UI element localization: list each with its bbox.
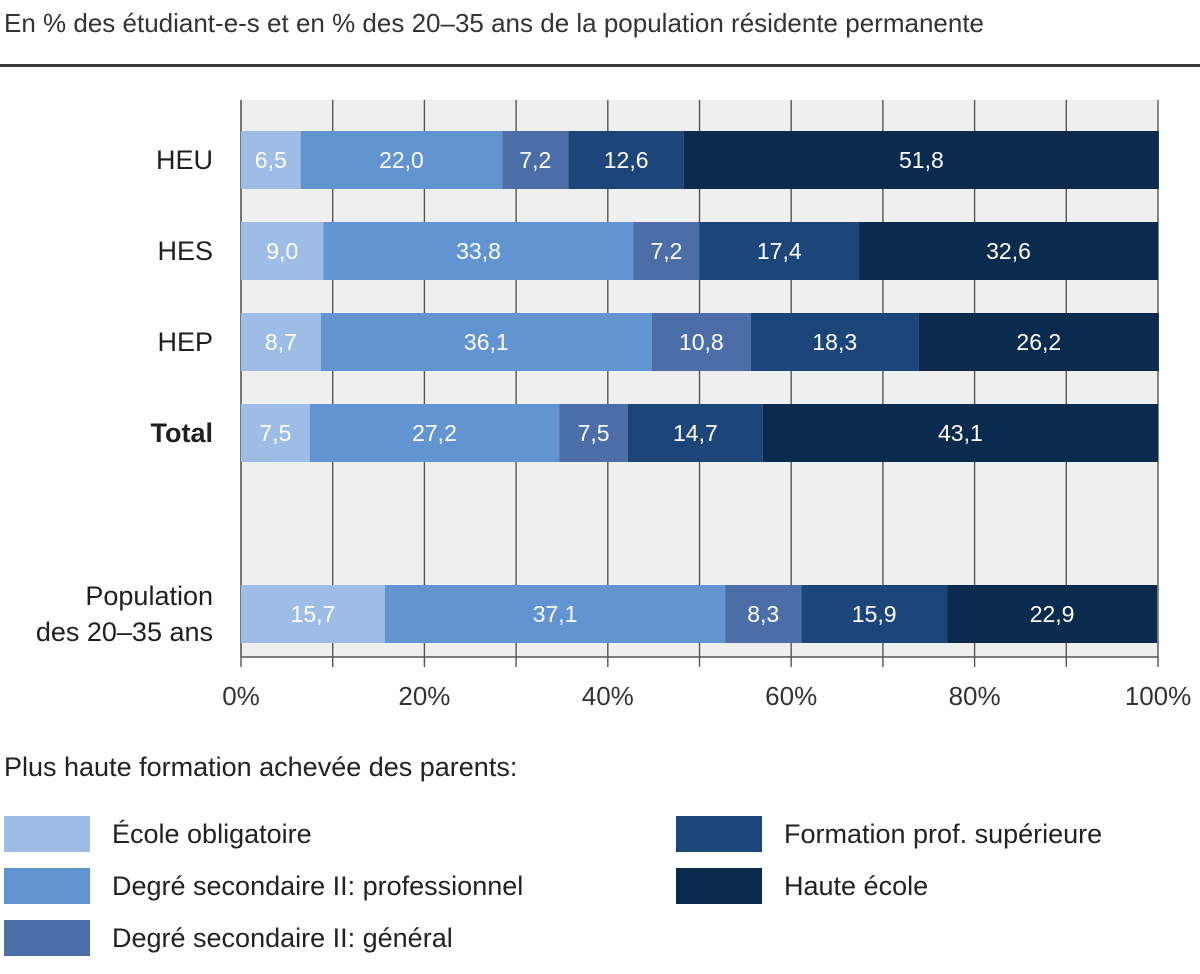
data-label: 8,3 bbox=[747, 601, 779, 627]
bar-segment bbox=[627, 404, 763, 462]
bar-segment bbox=[801, 585, 948, 643]
legend-item-secondaire-general: Degré secondaire II: général bbox=[4, 918, 453, 958]
data-label: 9,0 bbox=[266, 238, 298, 264]
data-label: 10,8 bbox=[679, 329, 724, 355]
data-label: 6,5 bbox=[255, 147, 287, 173]
data-label: 43,1 bbox=[938, 420, 983, 446]
data-label: 7,2 bbox=[519, 147, 551, 173]
data-label: 33,8 bbox=[456, 238, 501, 264]
category-label: HEP bbox=[157, 327, 213, 357]
data-label: 27,2 bbox=[412, 420, 457, 446]
data-label: 7,2 bbox=[650, 238, 682, 264]
bar-segment bbox=[918, 313, 1159, 371]
bar-segment bbox=[725, 585, 802, 643]
bar-segment bbox=[241, 585, 385, 643]
bar-segment bbox=[309, 404, 560, 462]
legend-swatch bbox=[4, 816, 90, 852]
legend-label: Haute école bbox=[784, 870, 929, 901]
bar-segment bbox=[947, 585, 1158, 643]
bar-segment bbox=[241, 404, 310, 462]
legend-label: Degré secondaire II: professionnel bbox=[112, 870, 524, 901]
category-label: des 20–35 ans bbox=[36, 617, 213, 647]
category-label: Population bbox=[85, 581, 213, 611]
legend-title: Plus haute formation achevée des parents… bbox=[4, 752, 518, 782]
x-tick-label: 100% bbox=[1125, 681, 1192, 711]
data-label: 36,1 bbox=[464, 329, 509, 355]
legend-swatch bbox=[4, 868, 90, 904]
data-label: 15,7 bbox=[291, 601, 336, 627]
data-label: 14,7 bbox=[673, 420, 718, 446]
bar-segment bbox=[683, 131, 1159, 189]
x-tick-label: 20% bbox=[398, 681, 450, 711]
x-tick-label: 80% bbox=[949, 681, 1001, 711]
bar-segment bbox=[502, 131, 569, 189]
data-label: 18,3 bbox=[812, 329, 857, 355]
x-tick-label: 40% bbox=[582, 681, 634, 711]
bar-segment bbox=[241, 313, 321, 371]
legend-label: École obligatoire bbox=[112, 818, 312, 849]
legend-item-secondaire-professionnel: Degré secondaire II: professionnel bbox=[4, 866, 523, 906]
legend-swatch bbox=[676, 816, 762, 852]
data-label: 22,0 bbox=[379, 147, 424, 173]
stacked-bar-chart: 0% 20% 40% 60% 80% 100% 6,5 22,0 7,2 12,6 51,8 HEU 9… bbox=[36, 100, 1192, 711]
bar-segment bbox=[559, 404, 628, 462]
data-label: 15,9 bbox=[852, 601, 897, 627]
category-label: HEU bbox=[156, 145, 213, 175]
bar-segment bbox=[859, 222, 1158, 280]
subtitle-divider bbox=[0, 64, 1200, 67]
legend-item-ecole-obligatoire: École obligatoire bbox=[4, 814, 312, 854]
x-tick-label: 60% bbox=[765, 681, 817, 711]
data-label: 7,5 bbox=[578, 420, 610, 446]
bar-segment bbox=[320, 313, 652, 371]
bar-segment bbox=[241, 131, 301, 189]
x-tick-label: 0% bbox=[222, 681, 260, 711]
category-label: Total bbox=[151, 418, 214, 448]
bar-segment bbox=[300, 131, 503, 189]
legend-item-haute-ecole: Haute école bbox=[676, 866, 928, 906]
legend-label: Degré secondaire II: général bbox=[112, 922, 453, 953]
data-label: 17,4 bbox=[757, 238, 802, 264]
bar-segment bbox=[633, 222, 700, 280]
data-label: 8,7 bbox=[265, 329, 297, 355]
legend-swatch bbox=[4, 920, 90, 956]
bar-segment bbox=[384, 585, 726, 643]
legend-label: Formation prof. supérieure bbox=[784, 818, 1103, 849]
bar-segment bbox=[699, 222, 860, 280]
bar-segment bbox=[762, 404, 1158, 462]
data-label: 37,1 bbox=[533, 601, 578, 627]
data-label: 22,9 bbox=[1030, 601, 1075, 627]
data-label: 32,6 bbox=[986, 238, 1031, 264]
bar-segment bbox=[750, 313, 919, 371]
data-label: 51,8 bbox=[899, 147, 944, 173]
data-label: 12,6 bbox=[604, 147, 649, 173]
bar-segment bbox=[651, 313, 751, 371]
data-label: 26,2 bbox=[1016, 329, 1061, 355]
data-label: 7,5 bbox=[259, 420, 291, 446]
chart-subtitle: En % des étudiant-e-s et en % des 20–35 … bbox=[4, 8, 985, 38]
category-label: HES bbox=[157, 236, 213, 266]
legend-swatch bbox=[676, 868, 762, 904]
legend-item-formation-superieure: Formation prof. supérieure bbox=[676, 814, 1102, 854]
bar-segment bbox=[568, 131, 684, 189]
bar-segment bbox=[241, 222, 324, 280]
bar-segment bbox=[323, 222, 634, 280]
